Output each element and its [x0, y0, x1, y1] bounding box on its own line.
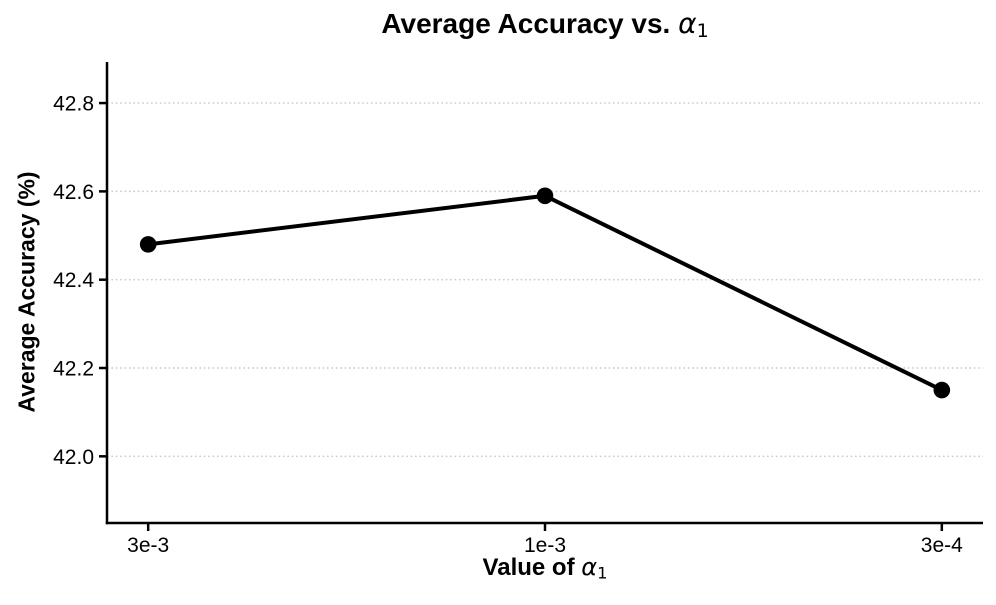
chart-title: Average Accuracy vs. α1 [107, 7, 983, 42]
chart-title-text: Average Accuracy vs. [381, 8, 679, 39]
x-axis-label: Value of α1 [107, 553, 983, 582]
y-axis-label: Average Accuracy (%) [13, 171, 40, 413]
y-tick-label: 42.8 [53, 93, 94, 116]
alpha-subscript: 1 [696, 19, 709, 42]
alpha-subscript: 1 [597, 563, 608, 583]
data-point-marker [933, 381, 951, 399]
y-tick-label: 42.2 [53, 358, 94, 381]
y-tick-label: 42.4 [53, 269, 94, 292]
x-tick-label: 3e-3 [127, 534, 169, 557]
data-line [146, 193, 944, 393]
data-point-marker [139, 236, 157, 253]
data-point-marker [536, 187, 554, 205]
alpha-symbol: α [581, 553, 598, 581]
alpha-symbol: α [678, 7, 697, 40]
x-tick-label: 3e-4 [921, 534, 963, 557]
x-tick-label: 1e-3 [524, 534, 566, 557]
x-axis-label-text: Value of [482, 554, 582, 581]
y-tick-label: 42.6 [53, 181, 94, 204]
y-tick-label: 42.0 [53, 446, 94, 469]
